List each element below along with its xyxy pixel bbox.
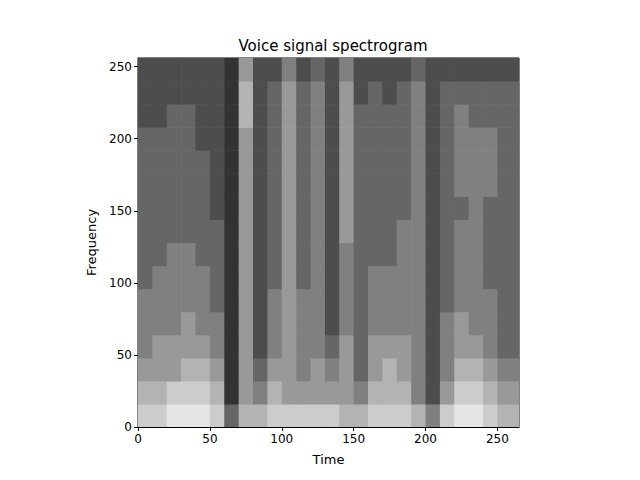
svg-text:250: 250 — [486, 432, 509, 446]
svg-text:100: 100 — [270, 432, 293, 446]
svg-text:150: 150 — [342, 432, 365, 446]
svg-text:Frequency: Frequency — [84, 209, 99, 276]
svg-text:0: 0 — [134, 432, 142, 446]
svg-text:Time: Time — [312, 452, 345, 467]
svg-text:Voice signal spectrogram: Voice signal spectrogram — [238, 37, 427, 55]
svg-text:0: 0 — [124, 420, 132, 434]
svg-text:250: 250 — [109, 60, 132, 74]
svg-text:50: 50 — [202, 432, 217, 446]
svg-text:50: 50 — [117, 348, 132, 362]
svg-text:150: 150 — [109, 204, 132, 218]
svg-text:200: 200 — [414, 432, 437, 446]
svg-text:100: 100 — [109, 276, 132, 290]
svg-text:200: 200 — [109, 132, 132, 146]
